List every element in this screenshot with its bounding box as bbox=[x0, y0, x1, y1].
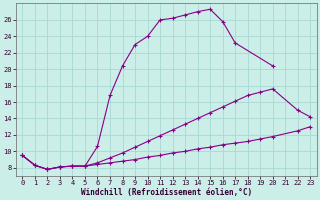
X-axis label: Windchill (Refroidissement éolien,°C): Windchill (Refroidissement éolien,°C) bbox=[81, 188, 252, 197]
